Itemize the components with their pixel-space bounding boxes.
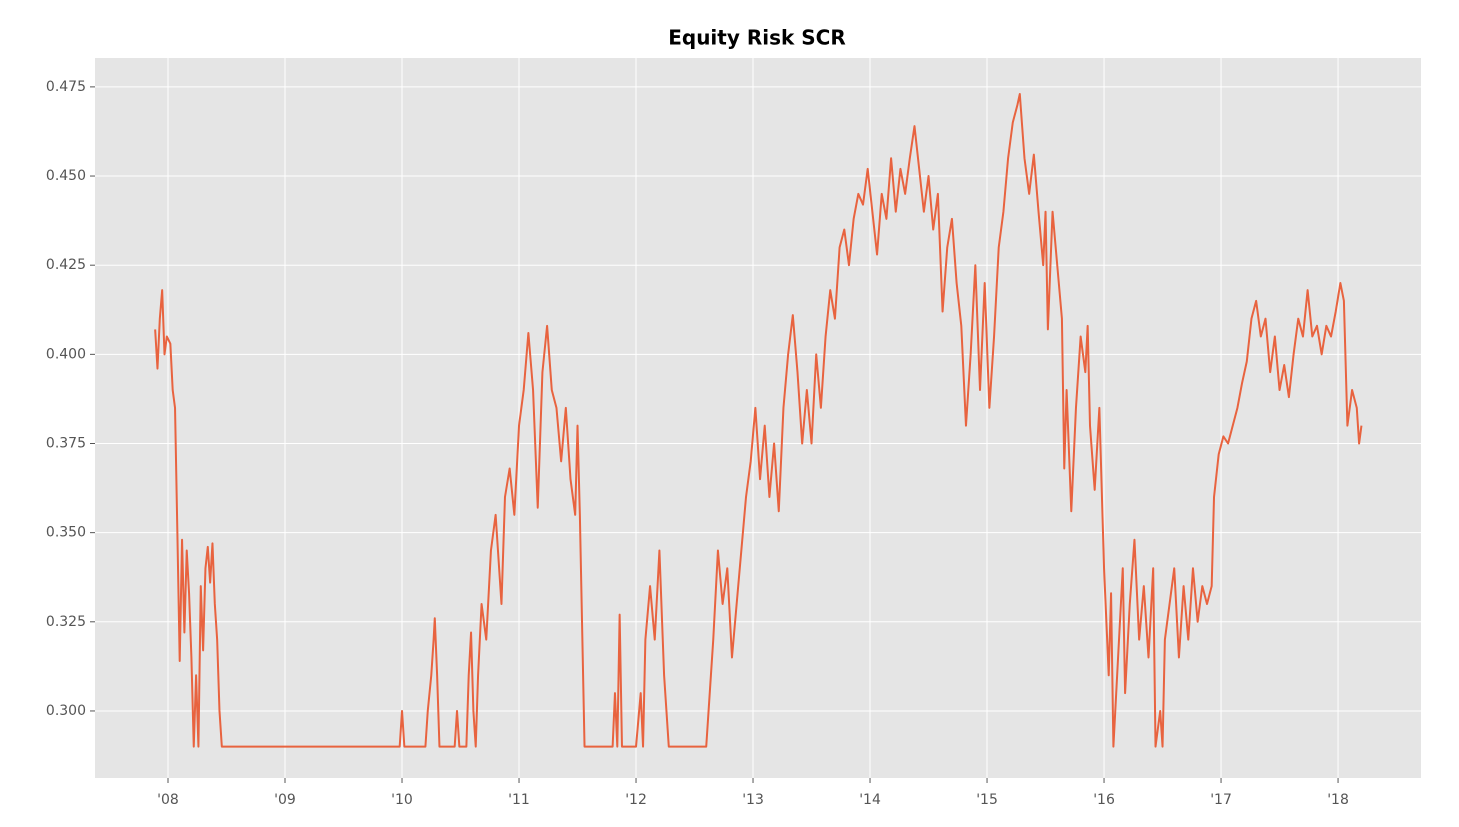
y-tick-label: 0.400	[46, 346, 86, 362]
x-tick-label: '13	[742, 792, 764, 808]
y-tick-label: 0.325	[46, 614, 86, 630]
x-tick-label: '08	[157, 792, 179, 808]
x-tick-label: '11	[508, 792, 530, 808]
x-tick-label: '17	[1210, 792, 1232, 808]
data-line	[154, 93, 1363, 748]
y-tick-label: 0.450	[46, 168, 86, 184]
plot-area	[95, 58, 1421, 778]
y-tick-label: 0.375	[46, 435, 86, 451]
y-tick-label: 0.475	[46, 79, 86, 95]
y-tick-label: 0.300	[46, 703, 86, 719]
y-tick-label: 0.350	[46, 525, 86, 541]
x-tick-label: '18	[1327, 792, 1349, 808]
x-tick-label: '15	[976, 792, 998, 808]
x-tick-label: '14	[859, 792, 881, 808]
y-tick-label: 0.425	[46, 257, 86, 273]
chart-title: Equity Risk SCR	[668, 26, 846, 50]
x-tick-label: '12	[625, 792, 647, 808]
x-tick-label: '09	[274, 792, 296, 808]
x-tick-label: '10	[391, 792, 413, 808]
x-tick-label: '16	[1093, 792, 1115, 808]
